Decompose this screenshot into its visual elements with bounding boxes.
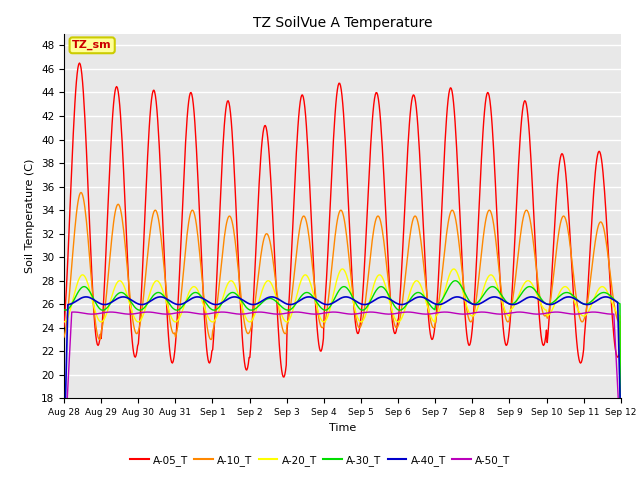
Line: A-30_T: A-30_T: [64, 281, 621, 480]
A-40_T: [342, 294, 349, 300]
A-40_T: [60, 455, 68, 460]
A-50_T: [617, 444, 625, 450]
A-50_T: [60, 458, 68, 464]
A-30_T: [410, 292, 418, 298]
A-40_T: [70, 300, 78, 305]
A-10_T: [128, 312, 136, 318]
Title: TZ SoilVue A Temperature: TZ SoilVue A Temperature: [253, 16, 432, 30]
Line: A-20_T: A-20_T: [64, 269, 621, 480]
A-30_T: [70, 297, 78, 303]
X-axis label: Time: Time: [329, 423, 356, 432]
A-30_T: [451, 278, 459, 284]
Line: A-50_T: A-50_T: [64, 312, 621, 461]
A-40_T: [428, 299, 435, 305]
A-40_T: [411, 296, 419, 301]
A-10_T: [77, 190, 85, 195]
A-40_T: [127, 297, 135, 303]
A-20_T: [127, 307, 135, 312]
A-10_T: [214, 292, 222, 298]
A-20_T: [60, 319, 68, 325]
Legend: A-05_T, A-10_T, A-20_T, A-30_T, A-40_T, A-50_T: A-05_T, A-10_T, A-20_T, A-30_T, A-40_T, …: [125, 451, 515, 470]
A-30_T: [60, 307, 68, 312]
Y-axis label: Soil Temperature (C): Soil Temperature (C): [26, 159, 35, 273]
A-50_T: [184, 309, 192, 315]
Line: A-40_T: A-40_T: [64, 297, 621, 457]
A-30_T: [184, 296, 192, 301]
A-50_T: [330, 309, 337, 315]
A-40_T: [214, 301, 221, 307]
A-50_T: [411, 310, 419, 315]
A-20_T: [70, 292, 78, 298]
A-50_T: [428, 311, 435, 317]
A-30_T: [426, 302, 434, 308]
A-20_T: [426, 312, 434, 318]
A-05_T: [411, 95, 419, 100]
A-50_T: [214, 310, 221, 315]
A-10_T: [411, 213, 419, 219]
A-20_T: [410, 280, 418, 286]
A-05_T: [70, 115, 78, 121]
Line: A-05_T: A-05_T: [64, 63, 621, 480]
A-05_T: [428, 335, 435, 341]
A-10_T: [428, 320, 435, 325]
A-50_T: [70, 309, 78, 315]
A-05_T: [185, 98, 193, 104]
A-05_T: [128, 337, 136, 343]
A-05_T: [76, 60, 83, 66]
A-40_T: [184, 298, 192, 304]
A-05_T: [60, 324, 68, 329]
A-50_T: [127, 311, 135, 317]
Line: A-10_T: A-10_T: [64, 192, 621, 480]
A-30_T: [127, 300, 135, 305]
A-30_T: [214, 306, 221, 312]
A-20_T: [184, 292, 192, 298]
A-10_T: [70, 235, 78, 240]
A-20_T: [450, 266, 458, 272]
A-10_T: [185, 219, 193, 225]
A-40_T: [617, 423, 625, 429]
Text: TZ_sm: TZ_sm: [72, 40, 112, 50]
A-10_T: [60, 334, 68, 340]
A-05_T: [214, 245, 222, 251]
A-20_T: [214, 312, 221, 318]
